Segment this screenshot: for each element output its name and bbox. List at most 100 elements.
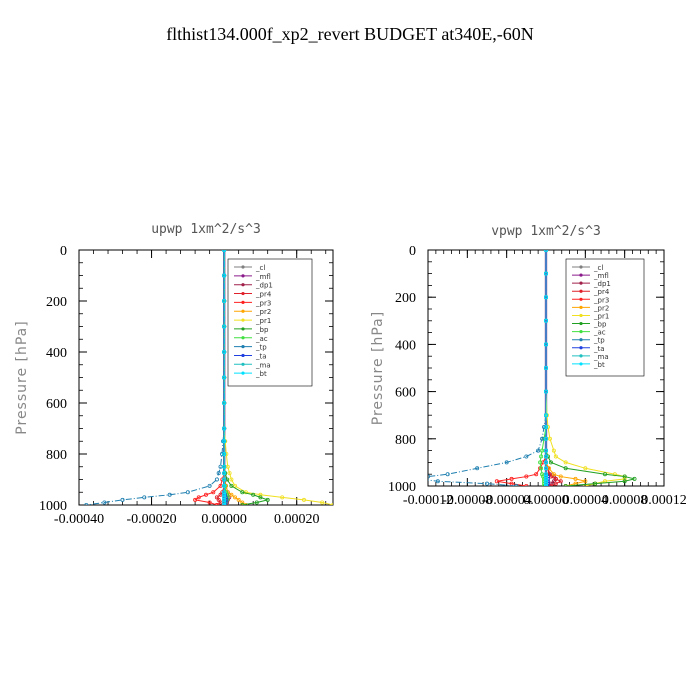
series-point-bp: [265, 497, 270, 502]
x-tick-label: 0.00008: [602, 493, 648, 508]
legend-marker: [241, 309, 245, 313]
x-tick-label: 0.00000: [523, 493, 569, 508]
legend-label: _cl: [255, 264, 265, 272]
series-point-bp: [563, 466, 568, 471]
series-point-pr3: [524, 484, 529, 486]
series-point-pr3: [524, 474, 529, 479]
series-point-pr4: [214, 495, 219, 500]
series-point-pr3: [534, 472, 539, 477]
legend-label: _pr4: [593, 288, 610, 296]
series-point-bp: [603, 472, 608, 477]
series-point-pr4: [548, 484, 553, 486]
legend-label: _mfl: [255, 273, 271, 281]
legend-marker: [579, 362, 583, 366]
series-point-tp: [536, 448, 541, 453]
series-point-tp: [185, 490, 190, 495]
legend-label: _ac: [255, 335, 268, 343]
x-tick-label: -0.00008: [442, 493, 492, 508]
series-point-pr1: [553, 454, 558, 459]
series-point-bt: [222, 426, 227, 431]
legend-marker: [241, 371, 245, 375]
series-point-bp: [622, 474, 627, 479]
chart-subtitle: upwp 1xm^2/s^3: [151, 222, 261, 237]
series-point-bp: [548, 460, 553, 465]
legend-label: _pr2: [593, 304, 609, 312]
legend-label: _pr4: [255, 291, 272, 299]
y-tick-label: 400: [46, 346, 67, 361]
legend-label: _bp: [593, 321, 607, 329]
figure-title: flthist134.000f_xp2_revert BUDGET at340E…: [166, 24, 534, 44]
series-point-pr1: [320, 500, 325, 505]
y-tick-label: 200: [395, 291, 416, 306]
series-point-tp: [102, 500, 107, 505]
y-tick-label: 800: [395, 433, 416, 448]
series-point-pr1: [225, 464, 230, 469]
series-point-ac: [538, 460, 543, 465]
legend-label: _tp: [593, 337, 605, 345]
series-point-tp: [120, 497, 125, 502]
series-point-ac: [539, 466, 544, 471]
series-point-pr4: [558, 479, 563, 484]
chart-panel-1: upwp 1xm^2/s^3 Pressure [hPa] 0 200 400 600 80…: [14, 222, 334, 527]
series-point-bt: [222, 503, 227, 505]
series-point-tp: [167, 492, 172, 497]
series-point-bt: [544, 484, 548, 486]
legend-label: _bp: [255, 326, 269, 334]
series-point-tp: [504, 460, 509, 465]
series-point-pr1: [583, 466, 588, 471]
y-tick-label: 0: [60, 244, 67, 259]
legend-marker: [241, 362, 245, 366]
series-point-tp: [218, 464, 223, 469]
legend-marker: [241, 327, 245, 331]
x-tick-label: -0.00040: [54, 512, 104, 527]
series-point-pr3: [193, 497, 198, 502]
series-point-pr2: [583, 479, 588, 484]
legend-label: _bt: [255, 370, 267, 378]
series-point-pr2: [236, 497, 241, 502]
plot-area: [428, 250, 637, 486]
series-point-bt: [544, 479, 549, 484]
series-point-bt: [544, 389, 549, 394]
series-point-bp: [254, 500, 259, 505]
y-tick-label: 800: [46, 448, 67, 463]
series-point-bt: [222, 250, 227, 252]
series-point-pr3: [509, 476, 514, 481]
series-point-pr1: [622, 476, 627, 481]
series-point-bt: [222, 483, 227, 488]
series-point-bt: [544, 454, 549, 459]
series-point-bt: [222, 324, 227, 329]
legend-label: _mfl: [593, 272, 609, 280]
series-point-bt: [222, 497, 227, 502]
series-point-bt: [544, 295, 549, 300]
series-point-bt: [544, 476, 549, 481]
series-point-tp: [214, 477, 219, 482]
legend-label: _bt: [593, 361, 605, 369]
series-point-pr1: [227, 471, 232, 476]
series-point-bt: [544, 481, 549, 486]
series-point-pr2: [551, 472, 556, 477]
y-tick-label: 1000: [39, 499, 67, 514]
series-point-pr1: [258, 492, 263, 497]
series-point-bt: [222, 492, 227, 497]
series-point-bt: [222, 464, 227, 469]
series-point-pr1: [551, 448, 556, 453]
series-point-bt: [544, 466, 549, 471]
legend-marker: [241, 291, 245, 296]
y-tick-label: 200: [46, 295, 67, 310]
series-point-pr3: [211, 490, 216, 495]
legend-marker: [241, 274, 245, 278]
legend: _cl_mfl_dp1_pr4_pr3_pr2_pr1_bp_ac_tp_ta_…: [227, 258, 313, 387]
legend-marker: [579, 265, 583, 269]
series-point-tp: [84, 503, 89, 505]
series-point-bp: [632, 476, 637, 481]
legend-marker: [241, 353, 245, 358]
series-point-tp: [445, 472, 450, 477]
legend-label: _tp: [255, 344, 267, 352]
series-point-pr4: [216, 497, 221, 502]
series-point-tp: [524, 454, 529, 459]
x-tick-label: -0.00004: [482, 493, 532, 508]
series-point-bt: [222, 477, 227, 482]
series-point-ta: [224, 497, 229, 502]
series-point-bt: [544, 250, 548, 252]
series-point-bt: [544, 472, 549, 477]
